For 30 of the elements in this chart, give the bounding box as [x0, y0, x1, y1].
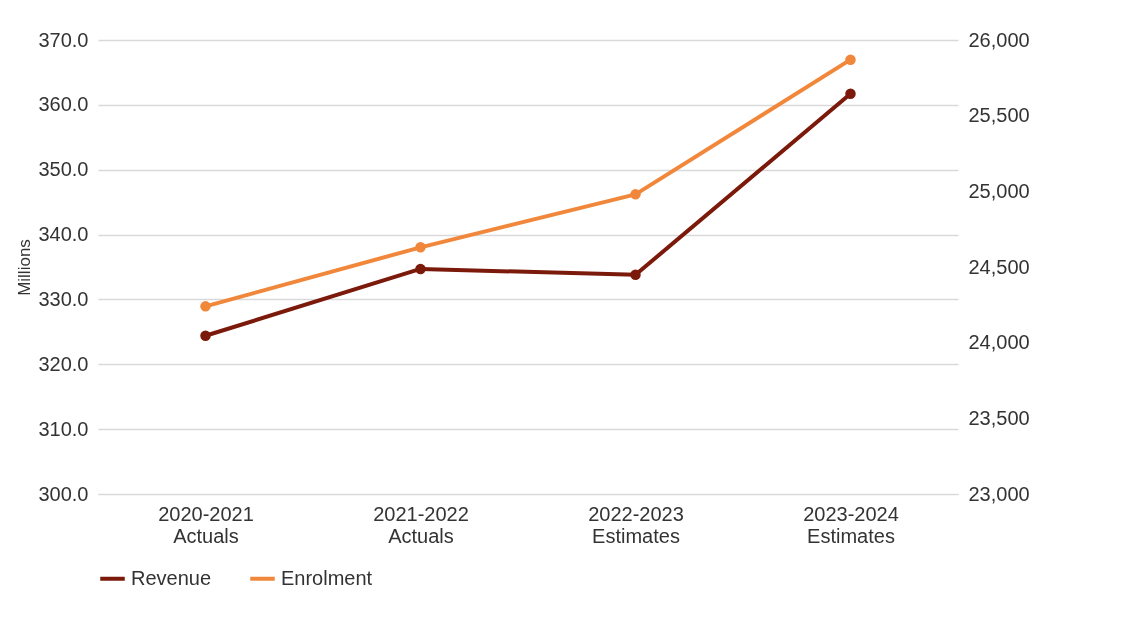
legend-label: Enrolment	[281, 566, 373, 589]
point	[845, 88, 856, 100]
y2-tick-label: 26,000	[968, 28, 1030, 51]
point	[630, 269, 641, 281]
point	[415, 263, 426, 275]
y-tick-label: 370.0	[38, 28, 89, 51]
y-tick-label: 300.0	[38, 482, 89, 505]
x-tick-label: 2023-2024 Estimates	[803, 502, 899, 547]
y2-tick-label: 25,500	[968, 104, 1030, 127]
x-tick-label: 2020-2021 Actuals	[158, 502, 254, 547]
point	[845, 54, 856, 65]
y-tick-label: 350.0	[38, 158, 89, 181]
y-axis-title: Millions	[15, 239, 35, 296]
y-tick-label: 320.0	[38, 352, 89, 375]
y-tick-label: 360.0	[38, 93, 89, 116]
y2-tick-label: 23,500	[968, 406, 1030, 429]
x-tick-label: 2022-2023 Estimates	[588, 502, 684, 547]
point	[200, 301, 211, 312]
point	[630, 189, 641, 200]
x-tick-label: 2021-2022 Actuals	[373, 502, 469, 547]
y2-tick-label: 23,000	[968, 482, 1030, 505]
y2-tick-label: 24,000	[968, 331, 1030, 354]
y2-tick-label: 24,500	[968, 255, 1030, 278]
legend-label: Revenue	[131, 566, 212, 589]
y-tick-label: 310.0	[38, 417, 89, 440]
y-tick-label: 340.0	[38, 223, 89, 246]
point	[415, 242, 426, 253]
y-tick-label: 330.0	[38, 287, 89, 310]
point	[200, 330, 211, 341]
y2-tick-label: 25,000	[968, 179, 1030, 202]
